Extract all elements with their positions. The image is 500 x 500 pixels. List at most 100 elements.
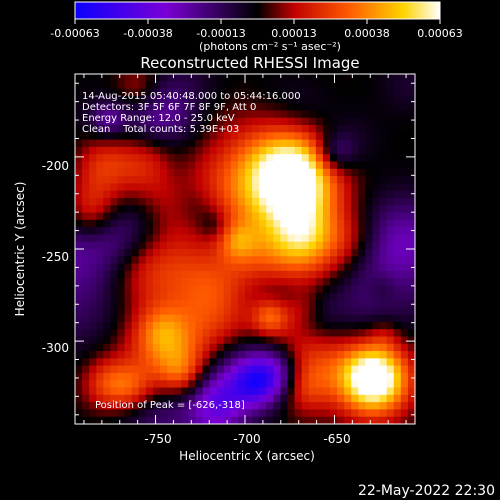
heatmap-cell	[309, 110, 317, 118]
heatmap-cell	[316, 293, 324, 301]
heatmap-cell	[153, 366, 161, 374]
heatmap-cell	[160, 417, 168, 425]
heatmap-cell	[203, 81, 211, 89]
heatmap-cell	[344, 89, 352, 97]
heatmap-cell	[139, 344, 147, 352]
heatmap-cell	[351, 322, 359, 330]
heatmap-cell	[224, 176, 232, 184]
heatmap-cell	[380, 271, 388, 279]
heatmap-cell	[103, 307, 111, 315]
heatmap-cell	[139, 264, 147, 272]
heatmap-cell	[75, 183, 83, 191]
heatmap-cell	[195, 337, 203, 345]
heatmap-cell	[146, 264, 154, 272]
heatmap-cell	[181, 322, 189, 330]
heatmap-cell	[89, 183, 97, 191]
heatmap-cell	[238, 366, 246, 374]
heatmap-cell	[110, 234, 118, 242]
heatmap-cell	[273, 256, 281, 264]
heatmap-cell	[259, 351, 267, 359]
heatmap-cell	[96, 220, 104, 228]
heatmap-cell	[203, 351, 211, 359]
heatmap-cell	[309, 96, 317, 104]
heatmap-cell	[203, 337, 211, 345]
heatmap-cell	[96, 344, 104, 352]
heatmap-cell	[373, 278, 381, 286]
heatmap-cell	[280, 402, 288, 410]
heatmap-cell	[160, 337, 168, 345]
heatmap-cell	[231, 147, 239, 155]
heatmap-cell	[103, 147, 111, 155]
heatmap-cell	[330, 110, 338, 118]
heatmap-cell	[309, 198, 317, 206]
heatmap-cell	[210, 358, 218, 366]
heatmap-cell	[316, 409, 324, 417]
heatmap-cell	[337, 380, 345, 388]
heatmap-cell	[217, 205, 225, 213]
heatmap-cell	[118, 380, 126, 388]
heatmap-cell	[252, 285, 260, 293]
heatmap-cell	[217, 344, 225, 352]
heatmap-cell	[266, 191, 274, 199]
heatmap-cell	[110, 183, 118, 191]
heatmap-cell	[337, 242, 345, 250]
heatmap-cell	[365, 271, 373, 279]
heatmap-cell	[273, 293, 281, 301]
heatmap-cell	[103, 337, 111, 345]
heatmap-cell	[302, 89, 310, 97]
info-line: 14-Aug-2015 05:40:48.000 to 05:44:16.000	[82, 91, 301, 102]
heatmap-cell	[351, 285, 359, 293]
heatmap-cell	[344, 220, 352, 228]
heatmap-cell	[245, 322, 253, 330]
heatmap-cell	[288, 191, 296, 199]
heatmap-cell	[380, 395, 388, 403]
heatmap-cell	[181, 169, 189, 177]
heatmap-cell	[316, 337, 324, 345]
heatmap-cell	[380, 264, 388, 272]
heatmap-cell	[252, 220, 260, 228]
heatmap-cell	[380, 132, 388, 140]
heatmap-cell	[146, 278, 154, 286]
heatmap-cell	[238, 358, 246, 366]
heatmap-cell	[351, 147, 359, 155]
heatmap-cell	[323, 278, 331, 286]
heatmap-cell	[96, 81, 104, 89]
heatmap-cell	[387, 96, 395, 104]
heatmap-cell	[146, 162, 154, 170]
heatmap-cell	[302, 249, 310, 257]
heatmap-cell	[273, 351, 281, 359]
heatmap-cell	[96, 300, 104, 308]
heatmap-cell	[337, 409, 345, 417]
heatmap-cell	[280, 183, 288, 191]
heatmap-cell	[203, 358, 211, 366]
heatmap-cell	[365, 140, 373, 148]
heatmap-cell	[273, 74, 281, 82]
heatmap-cell	[160, 81, 168, 89]
heatmap-cell	[217, 191, 225, 199]
heatmap-cell	[75, 388, 83, 396]
heatmap-cell	[351, 249, 359, 257]
heatmap-cell	[146, 249, 154, 257]
heatmap-cell	[188, 234, 196, 242]
heatmap-cell	[295, 337, 303, 345]
heatmap-cell	[365, 103, 373, 111]
heatmap-cell	[160, 322, 168, 330]
heatmap-cell	[167, 293, 175, 301]
heatmap-cell	[401, 89, 409, 97]
heatmap-cell	[288, 74, 296, 82]
heatmap-cell	[238, 162, 246, 170]
heatmap-cell	[132, 366, 140, 374]
heatmap-cell	[401, 96, 409, 104]
heatmap-cell	[280, 307, 288, 315]
heatmap-cell	[167, 380, 175, 388]
heatmap-cell	[380, 242, 388, 250]
heatmap-cell	[295, 322, 303, 330]
heatmap-cell	[245, 264, 253, 272]
heatmap-cell	[302, 417, 310, 425]
heatmap-cell	[118, 388, 126, 396]
heatmap-cell	[181, 285, 189, 293]
heatmap-cell	[252, 249, 260, 257]
heatmap-cell	[96, 337, 104, 345]
heatmap-cell	[89, 285, 97, 293]
heatmap-cell	[302, 118, 310, 126]
